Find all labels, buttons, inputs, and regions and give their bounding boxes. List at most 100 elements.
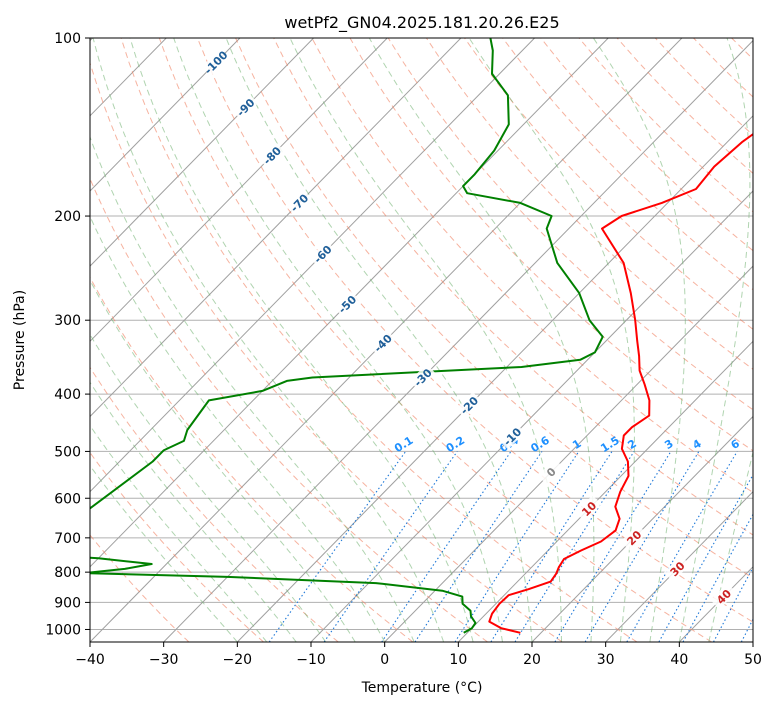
mixing-ratio-line [454,451,580,642]
isotherm-line [90,38,388,343]
y-tick-label: 200 [54,209,81,225]
isotherm-label-bg [710,583,737,610]
mixing-ratio-label: 1 [570,437,583,452]
isotherm-label-bg [232,93,259,121]
dry-adiabat [770,38,775,642]
moist-adiabat [90,424,268,642]
data-lines [90,38,753,634]
y-tick-label: 400 [54,387,81,403]
isotherm-line [605,490,753,642]
dry-adiabat [120,38,638,642]
dry-adiabat [235,38,753,579]
isotherm-line [384,265,753,642]
isotherm-line [90,38,241,192]
moist-adiabat [225,38,533,642]
plot-frame [89,37,754,643]
mixing-ratio-label: 1.5 [598,434,621,455]
x-tick-label: −10 [296,652,326,668]
temperature-profile [488,132,753,634]
y-tick-label: 600 [54,491,81,507]
dry-adiabat [196,38,753,623]
dry-adiabat [90,534,190,642]
moist-adiabat [90,381,297,642]
moist-adiabat [678,38,751,642]
isotherm-line [531,415,753,642]
y-tick-label: 1000 [45,622,81,638]
mixing-ratio-label: 3 [662,437,675,452]
mixing-ratio-line [554,451,672,642]
x-tick-label: −20 [223,652,253,668]
x-tick-label: −30 [149,652,179,668]
isotherm-label-bg [455,391,482,419]
isotherm-label-bg [258,142,285,169]
y-tick-label: 700 [54,531,81,547]
dry-adiabat [90,366,339,642]
isotherm-line [90,38,462,418]
isotherm-label-bg [333,290,360,318]
dry-adiabat [349,38,753,452]
mixing-ratio-label: 0.1 [392,434,415,455]
dry-adiabat [90,276,414,642]
dry-adiabat [616,38,753,175]
mixing-ratio-line [658,473,753,642]
moist-adiabat [708,450,753,642]
isotherm-label-bg [369,329,396,356]
mixing-ratio-line [414,451,543,642]
y-axis-label: Pressure (hPa) [12,290,28,390]
y-tick-label: 300 [54,313,81,329]
isotherm-label-bg [285,189,313,216]
y-tick-label: 800 [54,565,81,581]
mixing-ratio-line [490,451,613,642]
moist-adiabat [129,38,474,642]
dry-adiabat [90,177,488,642]
mixing-ratio-label: 8 [758,437,771,452]
isotherm-line [678,566,753,642]
mixing-ratio-line [740,618,753,642]
isotherm-line [752,641,753,642]
dry-adiabat [693,38,753,98]
mixing-ratio-line [584,451,700,642]
moist-adiabat [592,38,686,642]
moist-adiabat [92,38,445,642]
moist-adiabat [289,38,562,642]
isotherm-line [310,190,753,642]
moist-adiabat [368,38,595,642]
moist-adiabat [90,464,238,642]
dry-adiabat [158,38,712,642]
x-tick-label: 10 [449,652,467,668]
isotherm-line [90,38,314,267]
isotherm-label-bg [498,423,526,450]
moist-adiabat [90,215,386,642]
mixing-ratio-line [713,566,753,642]
dry-adiabat [311,38,753,494]
isotherm-label-bg [409,364,436,391]
isotherm-label-bg [309,240,336,267]
moist-adiabat [90,279,356,642]
x-tick-label: 20 [523,652,541,668]
y-tick-label: 500 [54,444,81,460]
mixing-ratio-label: 6 [729,437,743,452]
mixing-ratio-line [771,451,775,642]
isotherm-label-bg [663,555,691,582]
x-tick-label: −40 [75,652,105,668]
isotherm-line [90,38,535,493]
dry-adiabat [273,38,753,536]
x-tick-label: 40 [670,652,688,668]
x-tick-label: 30 [597,652,615,668]
line-labels: 0.10.20.40.611.52346810131620253036-100-… [202,48,771,610]
isotherm-line [163,39,753,642]
dry-adiabat [387,38,753,411]
dry-adiabat [90,451,264,642]
dry-adiabat [654,38,753,136]
moist-adiabat [468,38,635,642]
y-tick-label: 100 [54,31,81,47]
mixing-ratio-line [323,451,458,642]
x-axis-label: Temperature (°C) [361,680,483,696]
moist-adiabat [173,38,503,642]
mixing-ratio-line [514,451,635,642]
isotherm-label-bg [575,495,602,522]
moist-adiabat [90,333,327,642]
moist-adiabat [90,135,415,642]
chart-title: wetPf2_GN04.2025.181.20.26.E25 [284,13,559,33]
isotherm-label-bg [202,49,229,76]
